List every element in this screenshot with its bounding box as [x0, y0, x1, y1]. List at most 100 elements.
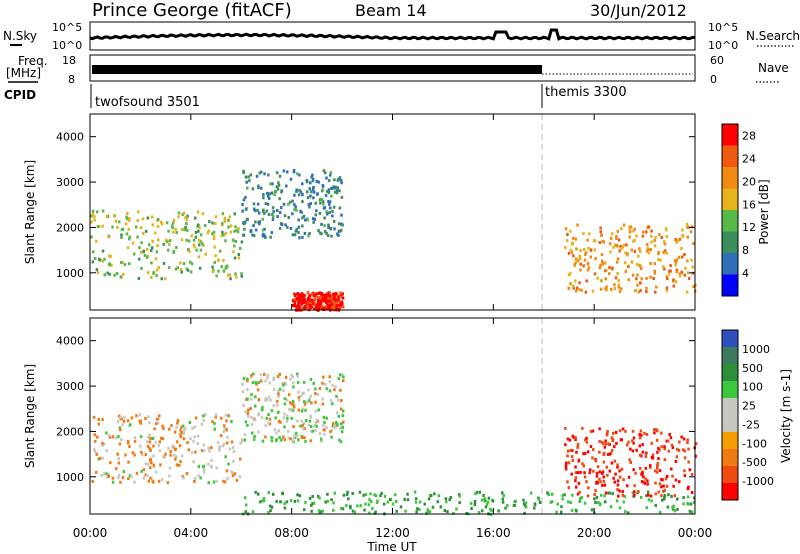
velocity-cell: [204, 413, 207, 417]
velocity-cell: [683, 456, 687, 460]
velocity-cell: [333, 491, 336, 495]
power-cell: [318, 231, 322, 235]
velocity-cell: [309, 439, 312, 443]
velocity-cell: [675, 455, 679, 459]
velocity-cell: [300, 419, 303, 423]
power-cell: [179, 261, 182, 265]
power-cell: [171, 221, 175, 225]
velocity-cell: [609, 505, 613, 509]
velocity-cell: [160, 436, 163, 440]
velocity-cell: [576, 442, 580, 446]
power-cell: [666, 277, 669, 281]
power-cell: [245, 180, 248, 184]
velocity-cell: [646, 482, 649, 486]
power-cell: [332, 219, 336, 223]
power-colorbar-tick: 16: [742, 198, 756, 211]
power-cell: [121, 261, 124, 265]
velocity-cell: [671, 474, 674, 478]
power-cell: [111, 225, 114, 229]
velocity-cell: [116, 420, 120, 424]
power-cell: [170, 224, 174, 228]
velocity-cell: [621, 490, 624, 493]
velocity-cell: [650, 455, 654, 459]
power-cell: [633, 249, 637, 253]
velocity-cell: [601, 472, 604, 475]
velocity-cell: [180, 431, 183, 435]
velocity-cell: [277, 389, 280, 393]
velocity-cell: [216, 441, 220, 445]
velocity-cell: [244, 420, 248, 424]
power-cell: [324, 171, 327, 175]
power-cell: [91, 209, 95, 213]
velocity-cell: [585, 436, 588, 440]
velocity-cell: [304, 439, 307, 443]
velocity-cell: [644, 455, 648, 458]
power-cell: [91, 250, 95, 254]
power-cell: [197, 229, 200, 233]
power-cell: [692, 285, 695, 288]
velocity-cell: [117, 435, 120, 439]
power-cell: [293, 193, 296, 197]
velocity-cell: [583, 475, 587, 479]
velocity-cell: [202, 470, 206, 474]
velocity-cell: [105, 472, 108, 476]
time-axis: 00:00 04:00 08:00 12:00 16:00 20:00 00:00: [73, 114, 712, 540]
velocity-cell: [158, 440, 161, 444]
power-cell: [277, 183, 281, 187]
velocity-cell: [320, 439, 323, 443]
power-cell: [654, 290, 657, 294]
velocity-cell: [318, 431, 322, 435]
power-cell: [234, 225, 237, 229]
velocity-cell: [293, 434, 296, 438]
velocity-cell: [115, 467, 118, 471]
velocity-cell: [321, 397, 324, 401]
velocity-cell: [638, 433, 641, 437]
power-cell: [267, 213, 271, 216]
velocity-cell: [169, 453, 172, 457]
velocity-cell: [482, 493, 485, 497]
velocity-cell: [618, 469, 621, 473]
velocity-cell: [570, 472, 573, 476]
velocity-cell: [93, 450, 97, 453]
power-colorbar-swatch: [722, 253, 738, 275]
velocity-cell: [118, 426, 122, 430]
power-cell: [258, 171, 261, 175]
power-cell: [593, 248, 597, 252]
velocity-cell: [683, 449, 686, 453]
power-ytick-label: 1000: [56, 267, 84, 280]
power-cell: [686, 226, 689, 229]
velocity-cell: [341, 426, 344, 429]
power-cell: [640, 277, 643, 281]
power-cell: [302, 214, 306, 218]
power-cell: [199, 233, 203, 237]
velocity-cell: [669, 436, 673, 440]
power-cell: [323, 296, 326, 300]
power-cell: [644, 230, 648, 234]
velocity-cell: [608, 469, 611, 473]
power-cell: [287, 202, 290, 206]
velocity-cell: [176, 421, 179, 425]
velocity-cell: [576, 445, 580, 449]
power-cell: [227, 225, 230, 229]
velocity-cell: [291, 399, 295, 403]
power-cell: [148, 243, 151, 247]
velocity-cell: [246, 377, 249, 381]
velocity-cell: [437, 494, 441, 498]
velocity-cell: [179, 460, 182, 464]
velocity-cell: [303, 400, 306, 404]
power-cell: [333, 302, 336, 306]
power-cell: [297, 295, 301, 299]
power-cell: [295, 305, 298, 309]
power-cell: [338, 206, 342, 210]
velocity-cell: [296, 372, 299, 376]
power-cell: [598, 266, 602, 270]
power-cell: [678, 272, 681, 276]
velocity-cell: [656, 463, 659, 467]
power-cell: [266, 191, 269, 195]
velocity-cell: [301, 423, 304, 427]
power-cell: [201, 212, 205, 216]
velocity-cell: [342, 379, 345, 383]
power-cell: [93, 218, 96, 222]
velocity-cell: [211, 420, 214, 424]
velocity-cell: [290, 402, 293, 406]
